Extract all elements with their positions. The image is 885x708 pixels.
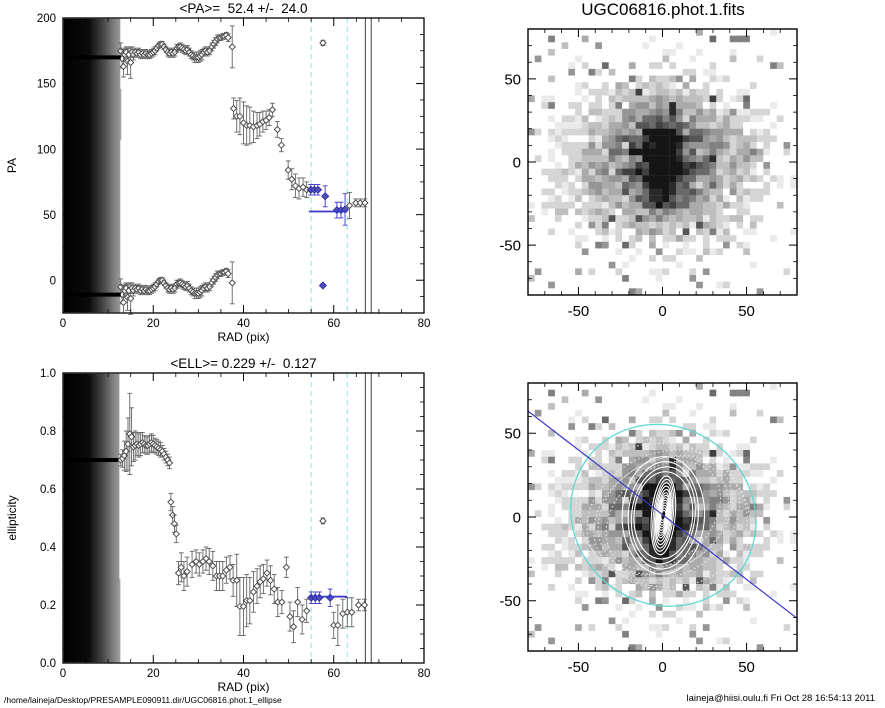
svg-text:50: 50	[738, 303, 755, 320]
svg-text:50: 50	[504, 71, 521, 88]
fitted-isophote-ellipse	[656, 492, 671, 539]
y-axis-label: ellipticity	[5, 495, 19, 540]
ell-plot-title: <ELL>= 0.229 +/- 0.127	[170, 356, 317, 371]
fitted-isophote-ellipse	[659, 507, 668, 524]
galaxy_image-svg: -50 0 50 -50 0 50	[499, 28, 798, 320]
galaxy-ellipse-overlay-panel: -50 0 50 -50 0 50	[442, 355, 885, 693]
output-file-path: /home/laineja/Desktop/PRESAMPLE090911.di…	[4, 695, 282, 705]
svg-text:0: 0	[513, 154, 521, 171]
svg-text:0.0: 0.0	[40, 658, 56, 670]
fitted-isophote-ellipse	[627, 461, 699, 570]
svg-text:0: 0	[50, 275, 56, 287]
svg-text:50: 50	[504, 426, 521, 443]
svg-text:-50: -50	[499, 593, 521, 610]
svg-text:0: 0	[513, 509, 521, 526]
svg-text:20: 20	[147, 668, 160, 680]
user-host-timestamp: laineja@hiisi.oulu.fi Fri Oct 28 16:54:1…	[686, 693, 876, 704]
svg-text:150: 150	[37, 79, 56, 91]
svg-text:50: 50	[43, 210, 56, 222]
fitted-isophote-ellipse	[593, 455, 734, 576]
fitted-isophote-ellipse	[621, 455, 706, 575]
pa-profile-plot: 0 20 40 60 80 0 50 100 150 200 RAD (pix) PA	[0, 0, 442, 352]
svg-text:80: 80	[418, 668, 431, 680]
saturation-gradient-band	[63, 18, 121, 313]
fitted-isophote-ellipse	[630, 466, 696, 565]
saturation-gradient-band	[63, 373, 120, 663]
y-axis-label: PA	[5, 158, 19, 173]
fitted-isophote-ellipse	[652, 478, 675, 552]
svg-text:50: 50	[738, 659, 755, 676]
svg-text:-50: -50	[499, 238, 521, 255]
x-axis-label: RAD (pix)	[217, 330, 269, 344]
svg-text:0.2: 0.2	[40, 600, 56, 612]
fitted-isophote-ellipse	[654, 485, 672, 546]
svg-text:40: 40	[237, 668, 250, 680]
ell_profile-svg: 0 20 40 60 80 0.0 0.2 0.4 0.6 0.8 1.0 RAD (pix) elli…	[5, 368, 431, 693]
outer-fit-ellipse-cyan	[570, 423, 757, 607]
svg-text:0: 0	[60, 318, 66, 330]
svg-text:1.0: 1.0	[40, 368, 56, 380]
svg-text:0.8: 0.8	[40, 426, 56, 438]
fitted-isophote-ellipse	[575, 439, 751, 592]
fitted-isophote-ellipse	[653, 482, 674, 549]
fitted-isophote-ellipse	[633, 471, 694, 560]
svg-text:0: 0	[658, 303, 666, 320]
svg-text:40: 40	[237, 318, 250, 330]
svg-text:60: 60	[327, 318, 340, 330]
fits-image-title: UGC06816.phot.1.fits	[581, 0, 745, 19]
svg-text:60: 60	[327, 668, 340, 680]
svg-text:0.4: 0.4	[40, 542, 57, 554]
svg-text:-50: -50	[568, 659, 590, 676]
svg-text:100: 100	[37, 144, 56, 156]
x-axis-label: RAD (pix)	[217, 680, 269, 693]
ellipticity-profile-plot: 0 20 40 60 80 0.0 0.2 0.4 0.6 0.8 1.0 RAD (pix) elli…	[0, 355, 442, 693]
position-angle-line	[528, 410, 797, 620]
svg-text:200: 200	[37, 13, 56, 25]
fitted-isophote-ellipse	[660, 509, 667, 521]
galaxy-pixel-canvas	[528, 29, 797, 295]
svg-text:80: 80	[418, 318, 431, 330]
fitted-isophote-ellipse	[655, 488, 671, 542]
pa-plot-title: <PA>= 52.4 +/- 24.0	[179, 1, 308, 16]
svg-text:0.6: 0.6	[40, 484, 56, 496]
fitted-isophote-ellipse	[597, 456, 730, 575]
svg-text:0: 0	[658, 659, 666, 676]
pa_profile-svg: 0 20 40 60 80 0 50 100 150 200 RAD (pix) PA	[5, 13, 431, 344]
svg-text:20: 20	[147, 318, 160, 330]
galaxy_image_ellipses-svg: -50 0 50 -50 0 50	[499, 382, 798, 676]
fitted-isophote-ellipse	[579, 442, 748, 588]
fitted-isophote-ellipse	[650, 475, 677, 556]
galaxy-image-panel: -50 0 50 -50 0 50	[442, 0, 885, 352]
svg-text:0: 0	[60, 668, 66, 680]
svg-text:-50: -50	[568, 303, 590, 320]
